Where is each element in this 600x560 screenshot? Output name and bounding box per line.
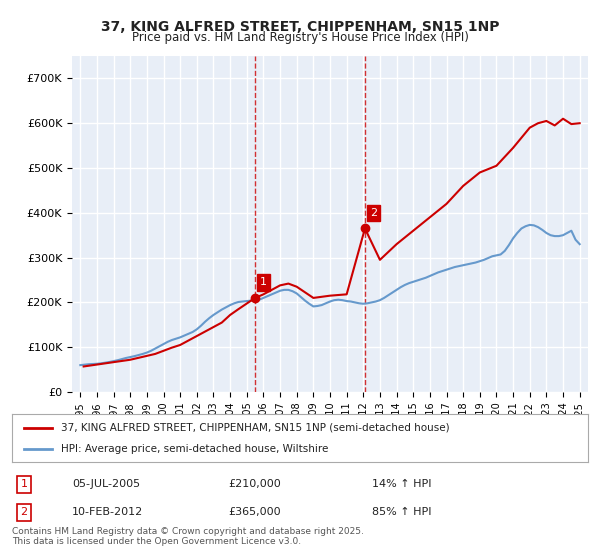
Text: 1: 1 bbox=[20, 479, 28, 489]
Text: 1: 1 bbox=[260, 277, 267, 287]
Text: 2: 2 bbox=[20, 507, 28, 517]
Text: HPI: Average price, semi-detached house, Wiltshire: HPI: Average price, semi-detached house,… bbox=[61, 444, 328, 454]
Text: 37, KING ALFRED STREET, CHIPPENHAM, SN15 1NP (semi-detached house): 37, KING ALFRED STREET, CHIPPENHAM, SN15… bbox=[61, 423, 449, 433]
Text: 37, KING ALFRED STREET, CHIPPENHAM, SN15 1NP: 37, KING ALFRED STREET, CHIPPENHAM, SN15… bbox=[101, 20, 499, 34]
Text: 05-JUL-2005: 05-JUL-2005 bbox=[72, 479, 140, 489]
Text: £210,000: £210,000 bbox=[228, 479, 281, 489]
Text: Contains HM Land Registry data © Crown copyright and database right 2025.
This d: Contains HM Land Registry data © Crown c… bbox=[12, 526, 364, 546]
Text: 85% ↑ HPI: 85% ↑ HPI bbox=[372, 507, 431, 517]
Text: 10-FEB-2012: 10-FEB-2012 bbox=[72, 507, 143, 517]
Text: 2: 2 bbox=[370, 208, 377, 218]
Text: Price paid vs. HM Land Registry's House Price Index (HPI): Price paid vs. HM Land Registry's House … bbox=[131, 31, 469, 44]
Text: £365,000: £365,000 bbox=[228, 507, 281, 517]
Text: 14% ↑ HPI: 14% ↑ HPI bbox=[372, 479, 431, 489]
